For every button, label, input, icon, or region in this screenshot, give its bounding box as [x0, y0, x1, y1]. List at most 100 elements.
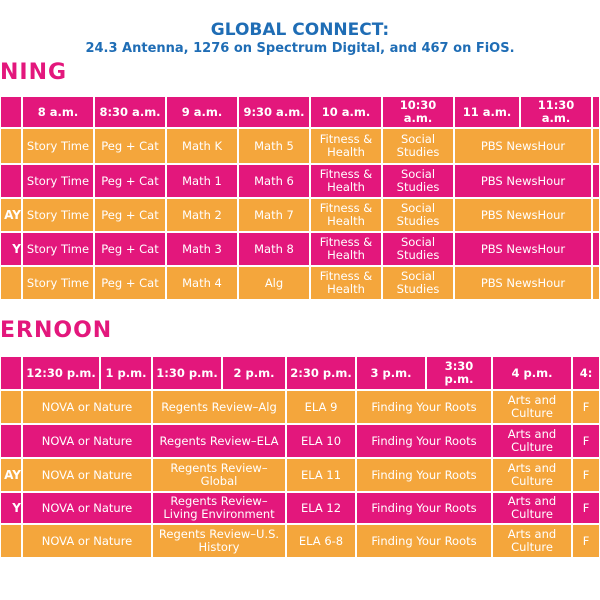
schedule-cell: Regents Review–U.S. History [153, 525, 285, 557]
schedule-cell [593, 233, 599, 265]
schedule-cell: Alg [239, 267, 309, 299]
header-cell: 3:30 p.m. [427, 357, 491, 389]
row-label [1, 129, 21, 163]
schedule-cell: Arts and Culture [493, 391, 571, 423]
schedule-cell: ELA 10 [287, 425, 355, 457]
schedule-cell: Finding Your Roots [357, 459, 491, 491]
schedule-cell: Fitness & Health [311, 199, 381, 231]
subtitle: 24.3 Antenna, 1276 on Spectrum Digital, … [85, 41, 515, 56]
row-label: AY [1, 459, 21, 491]
row-label [1, 525, 21, 557]
schedule-cell: Story Time [23, 233, 93, 265]
schedule-cell: Social Studies [383, 267, 453, 299]
schedule-cell: Math 5 [239, 129, 309, 163]
schedule-cell: Regents Review–ELA [153, 425, 285, 457]
schedule-cell: PBS NewsHour [455, 199, 591, 231]
schedule-cell: Peg + Cat [95, 233, 165, 265]
schedule-cell: F [573, 425, 599, 457]
schedule-cell: Fitness & Health [311, 233, 381, 265]
schedule-cell: F [573, 493, 599, 523]
title: GLOBAL CONNECT: [210, 20, 390, 40]
row-label: Y [1, 493, 21, 523]
schedule-cell: ELA 6-8 [287, 525, 355, 557]
schedule-cell: Story Time [23, 129, 93, 163]
schedule-cell: Regents Review–Living Environment [153, 493, 285, 523]
schedule-cell: NOVA or Nature [23, 525, 151, 557]
schedule-cell: NOVA or Nature [23, 425, 151, 457]
schedule-cell: Peg + Cat [95, 199, 165, 231]
header-cell: 1 p.m. [101, 357, 151, 389]
schedule-cell: F [573, 459, 599, 491]
schedule-cell: F [573, 525, 599, 557]
schedule-cell: Arts and Culture [493, 525, 571, 557]
schedule-cell: PBS NewsHour [455, 165, 591, 197]
schedule-cell [593, 199, 599, 231]
row-label [1, 165, 21, 197]
schedule-cell: Math 8 [239, 233, 309, 265]
schedule-cell: Math 1 [167, 165, 237, 197]
schedule-cell: Social Studies [383, 129, 453, 163]
header-cell: 10:30 a.m. [383, 97, 453, 127]
row-label: Y [1, 233, 21, 265]
schedule-cell: Arts and Culture [493, 459, 571, 491]
schedule-cell: Story Time [23, 267, 93, 299]
schedule-cell: Fitness & Health [311, 129, 381, 163]
schedule-cell: ELA 11 [287, 459, 355, 491]
header-cell: 1:30 p.m. [153, 357, 221, 389]
schedule-cell: Fitness & Health [311, 267, 381, 299]
schedule-cell: Arts and Culture [493, 493, 571, 523]
schedule-cell [593, 129, 599, 163]
row-label [1, 425, 21, 457]
header-cell: 4: [573, 357, 599, 389]
schedule-cell: NOVA or Nature [23, 459, 151, 491]
schedule-cell: Peg + Cat [95, 129, 165, 163]
schedule-cell: ELA 9 [287, 391, 355, 423]
schedule-cell: Fitness & Health [311, 165, 381, 197]
section-title: ERNOON [0, 318, 113, 343]
schedule-cell: Finding Your Roots [357, 493, 491, 523]
schedule-cell: Story Time [23, 165, 93, 197]
row-label [1, 267, 21, 299]
schedule-cell: Peg + Cat [95, 267, 165, 299]
schedule-cell [593, 165, 599, 197]
schedule-cell: Social Studies [383, 233, 453, 265]
schedule-cell: ELA 12 [287, 493, 355, 523]
header-cell: 11 a.m. [455, 97, 519, 127]
schedule-cell: Finding Your Roots [357, 525, 491, 557]
schedule-cell: Social Studies [383, 165, 453, 197]
header-cell [1, 357, 21, 389]
row-label [1, 391, 21, 423]
schedule-cell: Math K [167, 129, 237, 163]
schedule-cell [593, 267, 599, 299]
header-cell [1, 97, 21, 127]
header-cell: 2:30 p.m. [287, 357, 355, 389]
schedule-cell: Finding Your Roots [357, 425, 491, 457]
schedule-cell: PBS NewsHour [455, 129, 591, 163]
schedule-cell: Math 2 [167, 199, 237, 231]
header-cell: 11:30 a.m. [521, 97, 591, 127]
schedule-cell: Peg + Cat [95, 165, 165, 197]
header-cell: 9 a.m. [167, 97, 237, 127]
header-cell: 8:30 a.m. [95, 97, 165, 127]
header-cell [593, 97, 599, 127]
schedule-cell: Math 7 [239, 199, 309, 231]
header-cell: 2 p.m. [223, 357, 285, 389]
row-label: AY [1, 199, 21, 231]
schedule-cell: Social Studies [383, 199, 453, 231]
header-cell: 8 a.m. [23, 97, 93, 127]
schedule-cell: NOVA or Nature [23, 493, 151, 523]
schedule-cell: PBS NewsHour [455, 267, 591, 299]
schedule-cell: Finding Your Roots [357, 391, 491, 423]
section-title: NING [0, 60, 68, 85]
schedule-cell: NOVA or Nature [23, 391, 151, 423]
schedule-cell: Math 4 [167, 267, 237, 299]
schedule-cell: Math 6 [239, 165, 309, 197]
header-cell: 10 a.m. [311, 97, 381, 127]
header-cell: 9:30 a.m. [239, 97, 309, 127]
schedule-cell: Story Time [23, 199, 93, 231]
header-cell: 12:30 p.m. [23, 357, 99, 389]
header-cell: 4 p.m. [493, 357, 571, 389]
schedule-cell: Regents Review–Alg [153, 391, 285, 423]
schedule-cell: Arts and Culture [493, 425, 571, 457]
